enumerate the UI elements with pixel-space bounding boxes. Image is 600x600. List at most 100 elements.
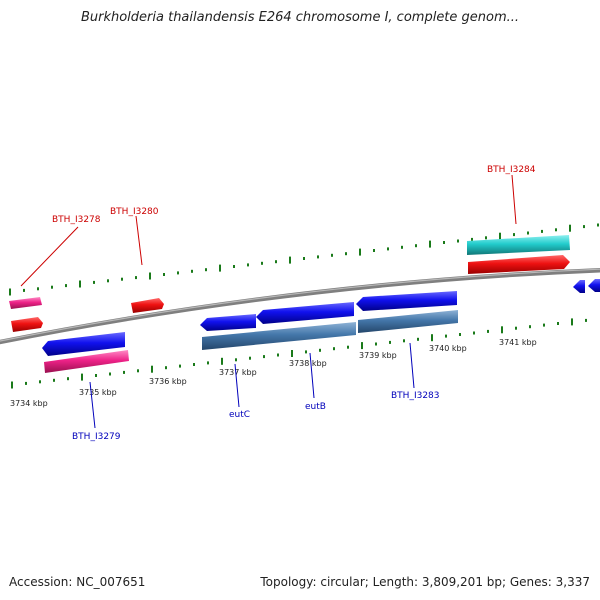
upper-tick-mark	[135, 276, 137, 280]
upper-tick-mark	[569, 224, 571, 232]
lower-tick-mark	[123, 370, 125, 374]
lower-tick-mark	[529, 325, 531, 329]
lower-tick-mark	[347, 345, 349, 349]
upper-tick-mark	[471, 237, 473, 241]
lower-tick-mark	[333, 347, 335, 351]
lower-tick-mark	[207, 361, 209, 365]
upper-tick-mark	[457, 239, 459, 243]
lower-tick-mark	[165, 366, 167, 370]
lower-tick-mark	[221, 357, 223, 365]
gene-label-bth-i3278[interactable]: BTH_I3278	[52, 215, 101, 225]
lower-tick-mark	[445, 334, 447, 338]
upper-tick-mark	[23, 288, 25, 292]
lower-tick-mark	[39, 380, 41, 384]
upper-tick-mark	[37, 287, 39, 291]
scale-label: 3738 kbp	[289, 359, 327, 368]
upper-tick-mark	[373, 249, 375, 252]
upper-tick-mark	[275, 260, 277, 264]
upper-tick-mark	[121, 277, 123, 281]
gene-label-bth-i3279[interactable]: BTH_I3279	[72, 432, 121, 442]
lower-tick-mark	[431, 334, 433, 342]
gene-label-eutb[interactable]: eutB	[305, 402, 326, 412]
upper-tick-mark	[289, 256, 291, 264]
upper-tick-mark	[499, 232, 501, 240]
lower-tick-mark	[515, 326, 517, 330]
upper-tick-mark	[205, 268, 207, 272]
lower-tick-mark	[473, 331, 475, 335]
upper-tick-mark	[79, 280, 81, 288]
gene-offscreen-arrow-2[interactable]	[588, 279, 600, 292]
upper-tick-mark	[149, 272, 151, 280]
gene-bth-i3278-feature[interactable]	[9, 297, 42, 309]
lower-tick-mark	[543, 323, 545, 327]
lower-tick-mark	[557, 322, 559, 325]
gene-label-bth-i3280[interactable]: BTH_I3280	[110, 207, 159, 217]
lower-tick-mark	[585, 318, 587, 322]
upper-tick-mark	[233, 265, 235, 268]
gene-label-bth-i3283[interactable]: BTH_I3283	[391, 391, 440, 401]
gene-bth-i3279-feature[interactable]	[44, 350, 129, 373]
accession-text: Accession: NC_007651	[9, 575, 146, 589]
upper-tick-mark	[583, 225, 585, 229]
upper-tick-mark	[415, 244, 417, 248]
upper-tick-mark	[555, 228, 557, 232]
gene-bth-i3284-feature[interactable]	[467, 235, 570, 255]
genome-summary-text: Topology: circular; Length: 3,809,201 bp…	[260, 575, 590, 589]
upper-tick-mark	[359, 248, 361, 256]
upper-tick-mark	[51, 285, 53, 289]
gene-bth-i3284-arrow[interactable]	[468, 255, 570, 274]
gene-bth-i3283-feature[interactable]	[358, 310, 458, 333]
upper-tick-mark	[247, 263, 249, 267]
upper-tick-mark	[401, 245, 403, 249]
lower-tick-mark	[291, 350, 293, 357]
upper-tick-mark	[331, 253, 333, 257]
upper-tick-mark	[177, 271, 179, 275]
lower-tick-mark	[403, 339, 405, 343]
lower-tick-mark	[319, 348, 321, 352]
upper-tick-mark	[443, 241, 445, 244]
genome-title: Burkholderia thailandensis E264 chromoso…	[80, 10, 520, 25]
leader-bth-i3278	[20, 226, 79, 287]
gene-eutc-arrow[interactable]	[200, 314, 256, 331]
lower-tick-mark	[235, 358, 237, 362]
gene-bth-i3283-arrow[interactable]	[356, 291, 457, 311]
upper-tick-row	[9, 223, 599, 296]
upper-tick-mark	[429, 240, 431, 248]
lower-tick-mark	[417, 337, 419, 341]
scale-label: 3739 kbp	[359, 351, 397, 360]
gene-label-eutc[interactable]: eutC	[229, 410, 250, 420]
leader-eutb	[309, 352, 315, 399]
gene-bth-i3279-arrow[interactable]	[42, 332, 125, 356]
gene-bth-i3280-arrow[interactable]	[131, 298, 164, 313]
scale-label: 3740 kbp	[429, 344, 467, 353]
lower-tick-mark	[501, 326, 503, 334]
lower-tick-mark	[459, 333, 461, 336]
gene-eutb-arrow[interactable]	[256, 302, 354, 324]
lower-tick-mark	[249, 356, 251, 360]
upper-tick-mark	[219, 264, 221, 272]
upper-tick-mark	[387, 247, 389, 251]
upper-tick-mark	[345, 252, 347, 256]
gene-bth-i3278-arrow[interactable]	[11, 317, 43, 332]
gene-offscreen-arrow-1[interactable]	[573, 280, 585, 293]
lower-tick-mark	[53, 378, 55, 382]
lower-tick-mark	[571, 318, 573, 326]
lower-tick-mark	[179, 364, 181, 368]
chromosome-backbone	[0, 267, 600, 345]
lower-tick-mark	[305, 350, 307, 354]
leader-bth-i3279	[89, 381, 96, 429]
upper-tick-mark	[65, 284, 67, 288]
lower-tick-mark	[389, 340, 391, 344]
upper-tick-mark	[107, 279, 109, 283]
lower-tick-row	[11, 318, 587, 389]
lower-tick-mark	[67, 377, 69, 381]
lower-tick-mark	[25, 381, 27, 385]
gene-eut-operon-feature[interactable]	[202, 322, 356, 350]
leader-eutc	[234, 363, 240, 408]
upper-tick-mark	[261, 261, 263, 265]
lower-tick-mark	[277, 353, 279, 357]
gene-label-bth-i3284[interactable]: BTH_I3284	[487, 165, 536, 175]
lower-tick-mark	[193, 363, 195, 366]
